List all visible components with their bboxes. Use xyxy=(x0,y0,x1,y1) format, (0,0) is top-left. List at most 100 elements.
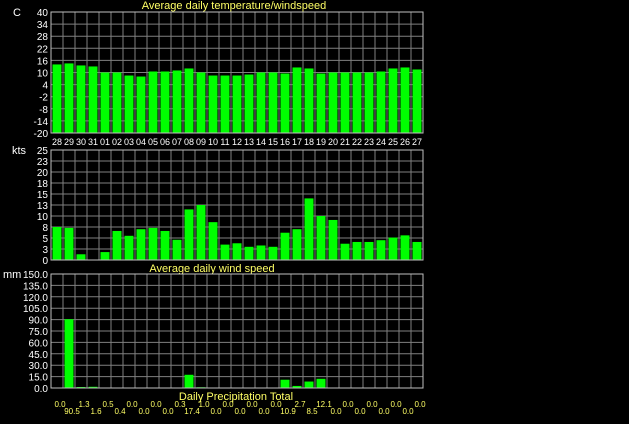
date-label: 26 xyxy=(400,137,410,147)
date-label: 29 xyxy=(64,137,74,147)
temp-bar xyxy=(244,74,254,133)
precip-bar xyxy=(304,381,314,388)
temp-bar xyxy=(256,72,266,133)
temp-bar xyxy=(376,71,386,133)
date-label: 28 xyxy=(52,137,62,147)
temp-bar xyxy=(208,75,218,133)
wind-bar xyxy=(268,246,278,260)
precip-value-label: 0.4 xyxy=(114,407,126,416)
precip-y-tick-label: 135.0 xyxy=(23,281,48,292)
wind-y-tick-label: 13 xyxy=(37,201,49,212)
wind-bar xyxy=(112,230,122,260)
wind-bar xyxy=(148,227,158,260)
date-label: 19 xyxy=(316,137,326,147)
precip-value-label: 90.5 xyxy=(64,407,80,416)
wind-bar xyxy=(352,241,362,260)
wind-bar xyxy=(244,246,254,260)
date-label: 10 xyxy=(208,137,218,147)
precip-value-label: 0.0 xyxy=(54,400,66,409)
wind-y-tick-label: 20 xyxy=(37,168,49,179)
wind-bar xyxy=(340,243,350,260)
precip-bar xyxy=(64,319,74,388)
precip-y-tick-label: 120.0 xyxy=(23,293,48,304)
wind-y-tick-label: 3 xyxy=(42,245,48,256)
precip-value-label: 0.0 xyxy=(258,407,270,416)
precip-bar xyxy=(316,378,326,388)
wind-bar xyxy=(316,216,326,260)
wind-bar xyxy=(376,240,386,260)
wind-bar xyxy=(220,244,230,260)
date-label: 24 xyxy=(376,137,386,147)
date-label: 09 xyxy=(196,137,206,147)
precip-y-tick-label: 60.0 xyxy=(29,338,49,349)
date-label: 13 xyxy=(244,137,254,147)
temp-bar xyxy=(268,72,278,133)
wind-bar xyxy=(52,227,62,260)
temp-bar xyxy=(196,72,206,133)
wind-bar xyxy=(64,227,74,260)
temperature-y-axis-label: C xyxy=(13,7,21,19)
wind-y-tick-label: 23 xyxy=(37,157,49,168)
precip-value-label: 0.0 xyxy=(150,400,162,409)
temp-bar xyxy=(328,72,338,133)
temp-bar xyxy=(388,68,398,133)
precip-value-label: 0.0 xyxy=(354,407,366,416)
temp-y-tick-label: 16 xyxy=(37,56,49,67)
temp-y-tick-label: 10 xyxy=(37,69,49,80)
precip-value-label: 0.0 xyxy=(270,400,282,409)
precip-y-tick-label: 105.0 xyxy=(23,304,48,315)
date-label: 06 xyxy=(160,137,170,147)
date-labels: 28 29 30 31 01 02 03 04 05 06 07 08 09 10 11 12 13 14 15 16… xyxy=(52,137,422,147)
wind-bar xyxy=(328,219,338,260)
precip-value-label: 1.6 xyxy=(90,407,102,416)
date-label: 07 xyxy=(172,137,182,147)
temp-bar xyxy=(76,65,86,133)
precip-bar xyxy=(184,374,194,388)
date-label: 25 xyxy=(388,137,398,147)
precip-value-label: 1.0 xyxy=(198,400,210,409)
wind-bar xyxy=(76,254,86,260)
precip-value-label: 0.0 xyxy=(126,400,138,409)
wind-bar xyxy=(160,230,170,260)
temp-y-tick-label: -2 xyxy=(39,93,48,104)
wind-y-tick-label: 5 xyxy=(42,234,48,245)
temp-bar xyxy=(172,70,182,133)
precip-value-label: 0.0 xyxy=(402,407,414,416)
precip-y-axis-label: mm xyxy=(3,269,21,281)
precip-value-labels: 0.090.51.31.60.50.40.00.00.00.00.317.41.… xyxy=(54,400,426,416)
precip-y-tick-label: 0.0 xyxy=(34,384,48,395)
temp-bar xyxy=(52,64,62,133)
date-label: 23 xyxy=(364,137,374,147)
date-label: 15 xyxy=(268,137,278,147)
date-label: 12 xyxy=(232,137,242,147)
precip-chart-title: Daily Precipitation Total xyxy=(179,391,293,403)
precip-value-label: 12.1 xyxy=(316,400,332,409)
temp-bar xyxy=(352,72,362,133)
temp-bar xyxy=(220,75,230,133)
wind-plot-frame xyxy=(50,149,424,261)
wind-y-tick-label: 15 xyxy=(37,190,49,201)
precip-value-label: 17.4 xyxy=(184,407,200,416)
temp-bar xyxy=(340,72,350,133)
wind-bar xyxy=(304,198,314,260)
date-label: 30 xyxy=(76,137,86,147)
wind-bar xyxy=(364,241,374,260)
temp-bar xyxy=(412,69,422,133)
temp-bar xyxy=(280,73,290,133)
precip-plot-frame xyxy=(50,273,424,389)
temp-bar xyxy=(160,71,170,133)
precip-value-label: 0.0 xyxy=(366,400,378,409)
temp-bar xyxy=(124,75,134,133)
wind-bar xyxy=(196,205,206,260)
wind-bar xyxy=(412,241,422,260)
precip-value-label: 1.3 xyxy=(78,400,90,409)
wind-y-tick-label: 25 xyxy=(37,146,49,157)
precip-value-label: 0.0 xyxy=(390,400,402,409)
temp-bar xyxy=(304,68,314,133)
temp-bar xyxy=(148,71,158,133)
date-label: 21 xyxy=(340,137,350,147)
wind-bar xyxy=(280,232,290,260)
temp-bar xyxy=(400,67,410,133)
wind-bar xyxy=(100,252,110,260)
